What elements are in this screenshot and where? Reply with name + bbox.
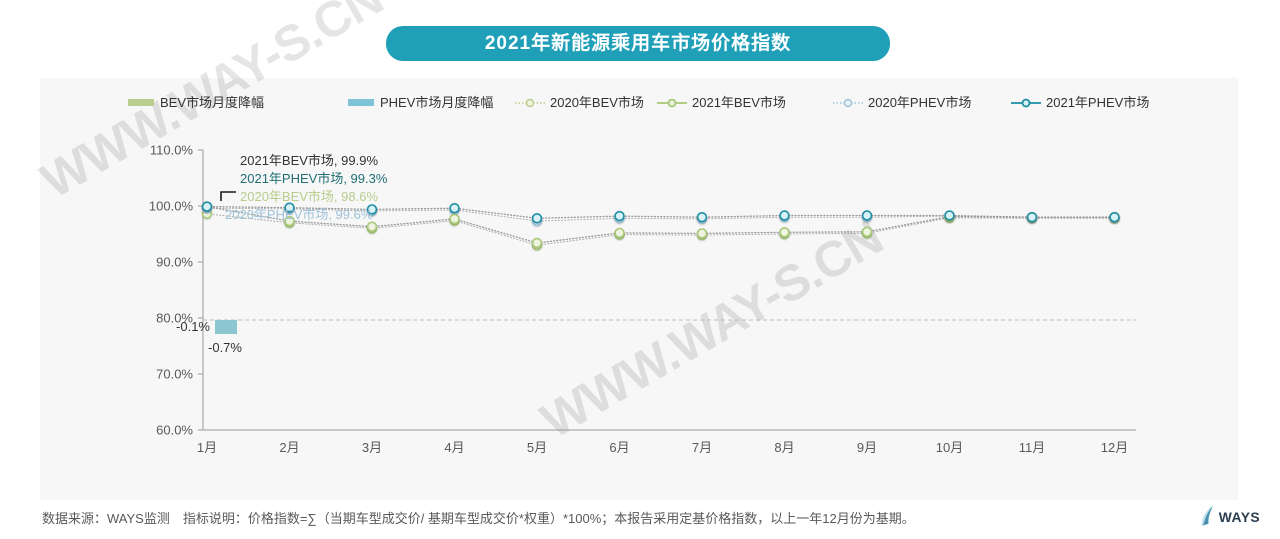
svg-text:90.0%: 90.0% bbox=[156, 255, 193, 270]
svg-text:2020年PHEV市场, 99.6%: 2020年PHEV市场, 99.6% bbox=[225, 207, 373, 222]
svg-text:8月: 8月 bbox=[774, 440, 794, 455]
svg-text:-0.1%: -0.1% bbox=[176, 319, 210, 334]
svg-text:7月: 7月 bbox=[692, 440, 712, 455]
svg-text:2021年BEV市场, 99.9%: 2021年BEV市场, 99.9% bbox=[240, 153, 378, 168]
svg-text:2020年BEV市场, 98.6%: 2020年BEV市场, 98.6% bbox=[240, 189, 378, 204]
svg-text:11月: 11月 bbox=[1019, 440, 1046, 455]
svg-text:2月: 2月 bbox=[279, 440, 299, 455]
svg-text:5月: 5月 bbox=[527, 440, 547, 455]
svg-text:70.0%: 70.0% bbox=[156, 367, 193, 382]
svg-text:3月: 3月 bbox=[362, 440, 382, 455]
svg-text:2021年PHEV市场, 99.3%: 2021年PHEV市场, 99.3% bbox=[240, 171, 388, 186]
svg-text:6月: 6月 bbox=[609, 440, 629, 455]
svg-text:1月: 1月 bbox=[197, 440, 217, 455]
svg-text:60.0%: 60.0% bbox=[156, 423, 193, 438]
svg-text:10月: 10月 bbox=[936, 440, 963, 455]
svg-text:100.0%: 100.0% bbox=[149, 199, 194, 214]
svg-text:9月: 9月 bbox=[857, 440, 877, 455]
svg-text:-0.7%: -0.7% bbox=[208, 340, 242, 355]
svg-text:12月: 12月 bbox=[1101, 440, 1128, 455]
svg-text:110.0%: 110.0% bbox=[150, 143, 194, 158]
svg-text:4月: 4月 bbox=[444, 440, 464, 455]
